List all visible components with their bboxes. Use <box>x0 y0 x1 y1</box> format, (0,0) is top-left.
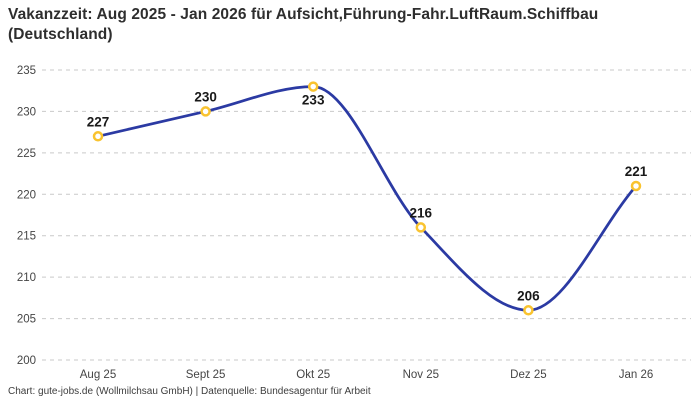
x-axis-tick-label: Nov 25 <box>403 369 439 381</box>
y-axis-tick-label: 200 <box>17 355 36 367</box>
data-point-value-label: 206 <box>517 288 540 303</box>
data-point-value-label: 230 <box>194 89 217 104</box>
data-point-value-label: 216 <box>410 205 433 220</box>
data-point-value-label: 221 <box>625 164 648 179</box>
data-point-marker <box>415 222 427 233</box>
data-point-marker <box>200 106 211 117</box>
data-point-marker <box>92 131 104 142</box>
x-axis-tick-label: Jan 26 <box>619 369 654 381</box>
y-axis-tick-label: 215 <box>17 231 36 243</box>
x-axis-tick-label: Dez 25 <box>510 369 546 381</box>
chart-source-footer: Chart: gute-jobs.de (Wollmilchsau GmbH) … <box>8 386 371 397</box>
y-axis-tick-label: 205 <box>17 314 36 326</box>
data-point-marker <box>307 81 319 92</box>
x-axis-tick-label: Sept 25 <box>186 369 226 381</box>
y-axis-tick-label: 235 <box>17 65 36 77</box>
data-point-marker <box>523 305 534 316</box>
y-axis-tick-label: 230 <box>17 106 36 118</box>
data-point-value-label: 227 <box>87 114 110 129</box>
data-point-marker <box>630 180 642 192</box>
x-axis-tick-label: Aug 25 <box>80 369 116 381</box>
y-axis-tick-label: 220 <box>17 189 36 201</box>
y-axis-tick-label: 210 <box>17 272 36 284</box>
chart-title: Vakanzzeit: Aug 2025 - Jan 2026 für Aufs… <box>8 6 599 44</box>
data-point-value-label: 233 <box>302 93 325 108</box>
x-axis-tick-label: Okt 25 <box>296 369 330 381</box>
y-axis-tick-label: 225 <box>17 148 36 160</box>
